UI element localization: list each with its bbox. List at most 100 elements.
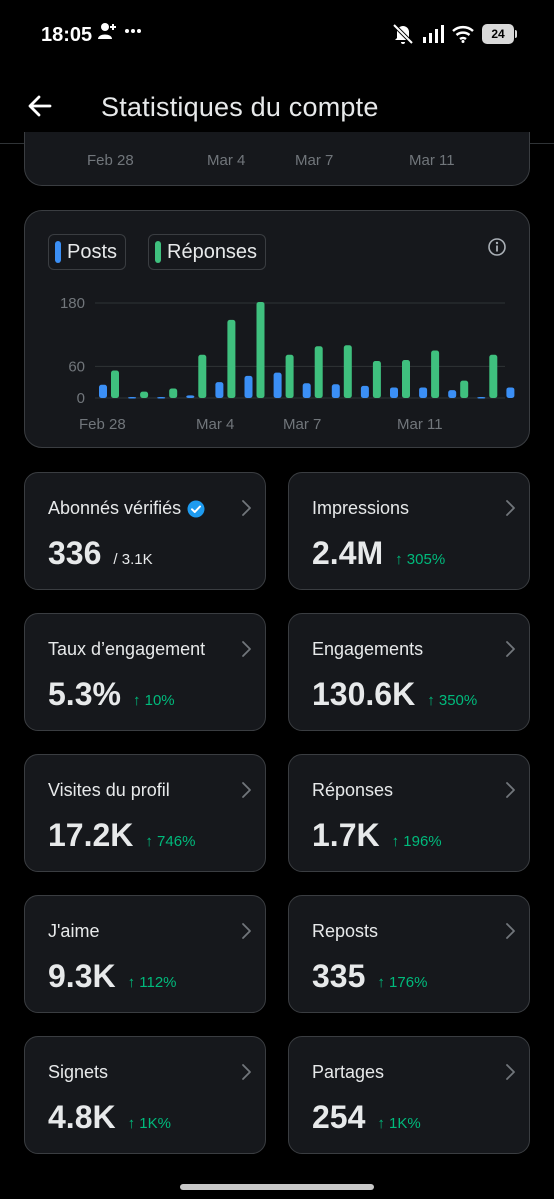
legend-swatch-replies [155, 241, 161, 263]
stat-label: Visites du profil [48, 780, 170, 800]
stat-value: 9.3K [48, 958, 116, 994]
stat-card[interactable]: Visites du profil 17.2K ↑ 746% [24, 754, 266, 872]
stat-value-row: 254 ↑ 1K% [312, 1099, 421, 1136]
stat-value: 130.6K [312, 676, 416, 712]
legend-label: Posts [67, 240, 118, 263]
stat-value: 17.2K [48, 817, 134, 853]
stat-value: 2.4M [312, 535, 384, 571]
posts-replies-chart-card: Posts Réponses 180 60 0 Feb 28 Mar 4 Mar 7 Mar… [24, 210, 530, 448]
bar-replies [431, 350, 440, 398]
bar-posts [273, 372, 282, 398]
x-tick-label: Feb 28 [87, 152, 134, 169]
chevron-right-icon [506, 641, 515, 657]
stat-change: ↑ 746% [145, 833, 196, 850]
bar-replies [140, 391, 149, 398]
stat-value: 1.7K [312, 817, 380, 853]
info-icon[interactable] [487, 237, 507, 257]
more-dots-icon [125, 29, 141, 33]
x-tick-label: Mar 4 [196, 416, 234, 433]
bar-replies [489, 354, 498, 398]
stat-label: Partages [312, 1062, 385, 1082]
x-tick-label: Mar 4 [207, 152, 246, 169]
stat-label-row: Visites du profil [48, 780, 170, 801]
stat-value: 254 [312, 1099, 366, 1135]
stat-label: Taux d’engagement [48, 639, 206, 659]
stat-value-row: 17.2K ↑ 746% [48, 817, 195, 854]
previous-chart-card: Feb 28 Mar 4 Mar 7 Mar 11 [24, 132, 530, 186]
stat-value-row: 2.4M ↑ 305% [312, 535, 445, 572]
stat-label: Engagements [312, 639, 424, 659]
stat-total: / 3.1K [113, 551, 153, 568]
stat-value-row: 9.3K ↑ 112% [48, 958, 177, 995]
stat-label-row: Engagements [312, 639, 423, 660]
chevron-right-icon [506, 923, 515, 939]
bar-replies [343, 345, 352, 398]
bar-posts [448, 390, 457, 398]
stat-label-row: Signets [48, 1062, 108, 1083]
stat-value-row: 335 ↑ 176% [312, 958, 427, 995]
bar-posts [157, 396, 166, 399]
chevron-right-icon [506, 500, 515, 516]
stat-card[interactable]: Reposts 335 ↑ 176% [288, 895, 530, 1013]
stat-change: ↑ 305% [395, 551, 446, 568]
stat-value: 335 [312, 958, 366, 994]
bar-posts [244, 375, 253, 398]
home-indicator[interactable] [180, 1184, 374, 1190]
stat-value-row: 4.8K ↑ 1K% [48, 1099, 171, 1136]
stat-value: 5.3% [48, 676, 121, 712]
status-time: 18:05 [41, 24, 93, 46]
bar-replies [111, 370, 119, 398]
stat-value: 4.8K [48, 1099, 116, 1135]
stat-card[interactable]: Taux d’engagement 5.3% ↑ 10% [24, 613, 266, 731]
y-tick-label: 0 [77, 390, 85, 407]
chevron-right-icon [242, 1064, 251, 1080]
bar-posts [360, 385, 369, 398]
stat-value: 336 [48, 535, 102, 571]
stat-label: Reposts [312, 921, 379, 941]
person-add-icon [98, 23, 116, 39]
bar-replies [198, 354, 207, 398]
signal-icon [423, 25, 444, 43]
status-right-icons: 24 [392, 23, 517, 45]
status-bar: 18:05 24 [0, 0, 554, 70]
stat-change: ↑ 1K% [377, 1115, 421, 1132]
stat-card[interactable]: Impressions 2.4M ↑ 305% [288, 472, 530, 590]
bar-replies [256, 301, 265, 398]
bar-replies [372, 361, 381, 398]
status-left-icons [98, 22, 142, 40]
stat-card[interactable]: Engagements 130.6K ↑ 350% [288, 613, 530, 731]
bar-replies [227, 319, 236, 398]
battery-icon: 24 [482, 24, 517, 44]
stat-change: ↑ 112% [127, 974, 177, 991]
stat-label: Abonnés vérifiés [48, 498, 182, 518]
chevron-right-icon [506, 782, 515, 798]
stat-card[interactable]: Signets 4.8K ↑ 1K% [24, 1036, 266, 1154]
arrow-left-icon[interactable] [26, 92, 54, 120]
legend-posts[interactable]: Posts [48, 234, 127, 270]
bar-posts [302, 383, 311, 398]
stat-label-row: J'aime [48, 921, 99, 942]
stat-change: ↑ 196% [391, 833, 442, 850]
legend-replies[interactable]: Réponses [148, 234, 267, 270]
bar-posts [477, 396, 486, 399]
chevron-right-icon [242, 500, 251, 516]
x-tick-label: Feb 28 [79, 416, 126, 433]
stat-card[interactable]: Abonnés vérifiés 336 / 3.1K [24, 472, 266, 590]
stat-label: Réponses [312, 780, 394, 800]
stat-label-row: Impressions [312, 498, 409, 519]
stat-value-row: 5.3% ↑ 10% [48, 676, 175, 713]
stat-card[interactable]: Partages 254 ↑ 1K% [288, 1036, 530, 1154]
bar-chart: 180 60 0 Feb 28 Mar 4 Mar 7 Mar 11 [60, 295, 515, 433]
stat-card[interactable]: J'aime 9.3K ↑ 112% [24, 895, 266, 1013]
stat-value-row: 130.6K ↑ 350% [312, 676, 477, 713]
wifi-icon [452, 26, 474, 43]
stat-value-row: 336 / 3.1K [48, 535, 153, 572]
stat-label: Impressions [312, 498, 410, 518]
stat-change: ↑ 176% [377, 974, 428, 991]
stat-label-row: Taux d’engagement [48, 639, 205, 660]
stat-card[interactable]: Réponses 1.7K ↑ 196% [288, 754, 530, 872]
bar-replies [402, 360, 410, 398]
x-tick-label: Mar 11 [397, 416, 443, 433]
bar-replies [169, 388, 178, 398]
bar-posts [331, 384, 340, 398]
